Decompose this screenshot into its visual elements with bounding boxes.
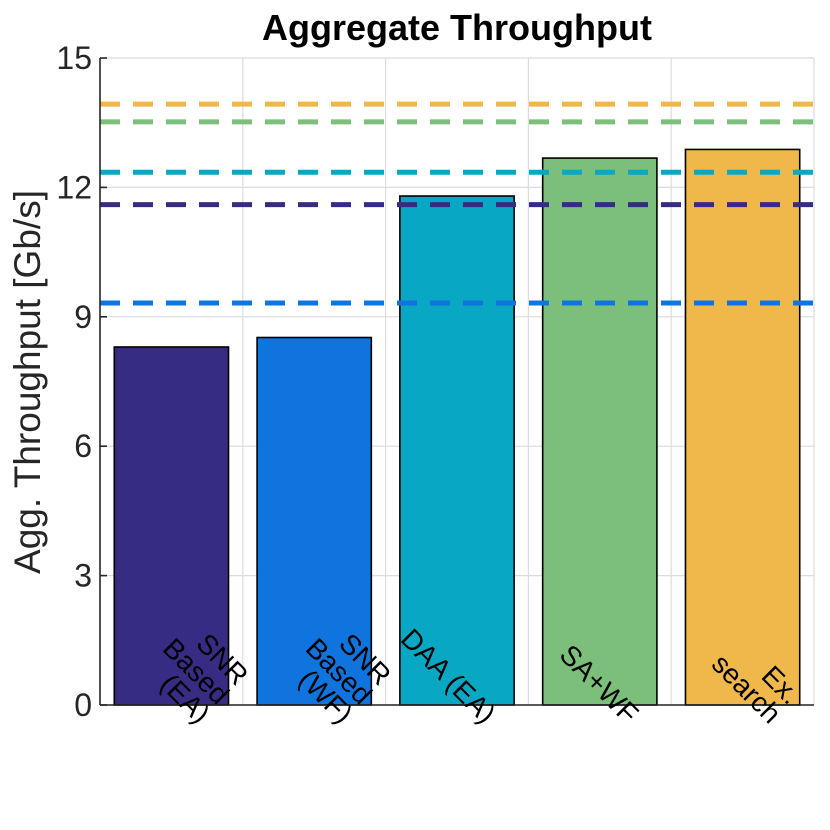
chart-title: Aggregate Throughput (262, 7, 652, 48)
y-tick-label: 0 (74, 687, 92, 723)
y-ticks: 0 3 6 9 12 15 (56, 40, 107, 723)
y-tick-label: 15 (56, 40, 92, 76)
y-tick-label: 12 (56, 169, 92, 205)
bar (541, 157, 658, 706)
axes (99, 58, 814, 706)
x-tick-label: SNRBased(EA) (138, 613, 254, 729)
bar (256, 336, 373, 706)
reference-lines (100, 101, 814, 306)
y-tick-label: 6 (74, 428, 92, 464)
bar (684, 148, 801, 706)
bars (113, 148, 801, 706)
bar (113, 346, 230, 706)
y-axis-label: Agg. Throughput [Gb/s] (7, 190, 48, 574)
y-tick-label: 9 (74, 299, 92, 335)
y-tick-label: 3 (74, 558, 92, 594)
bar (399, 195, 515, 706)
